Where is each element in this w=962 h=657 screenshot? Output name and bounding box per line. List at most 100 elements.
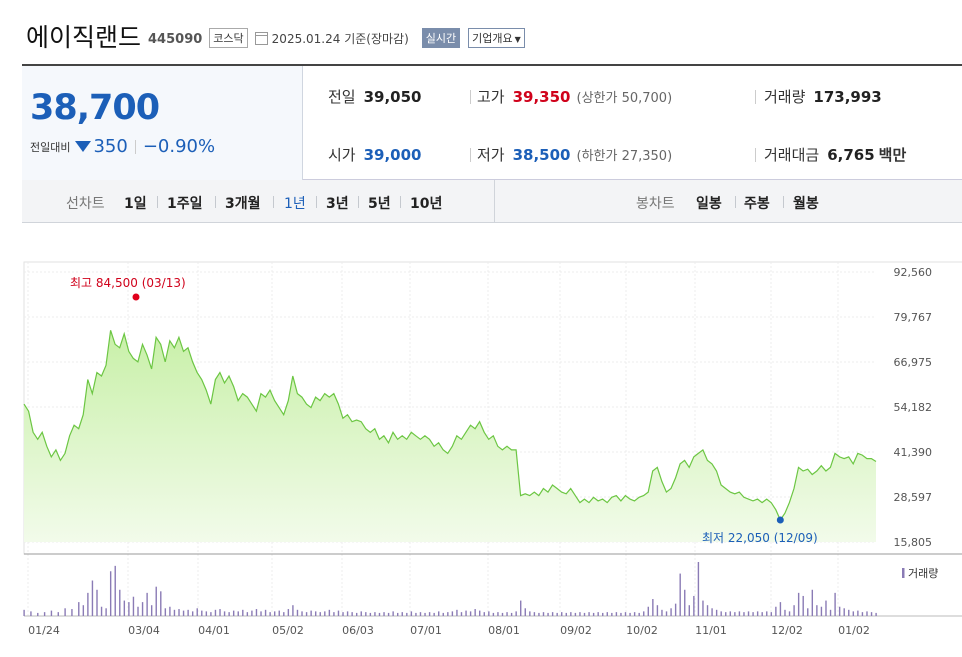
volume-bar [105,608,107,616]
candle-monthly[interactable]: 월봉 [793,196,819,212]
volume-bar [861,612,864,616]
period-1d[interactable]: 1일 [124,196,147,212]
period-5y[interactable]: 5년 [368,196,391,212]
volume-bar [260,611,262,616]
period-1y[interactable]: 1년 [284,196,306,212]
volume-bar [310,610,312,616]
divider [735,196,736,208]
divider [157,196,158,208]
candle-weekly[interactable]: 주봉 [744,196,770,212]
high-cell: 고가 39,350 (상한가 50,700) [477,86,672,107]
volume-bar [433,612,435,616]
volume-bar [182,610,185,616]
volume-bar [838,606,841,616]
y-tick-label: 28,597 [894,491,933,504]
volume-bar [342,612,344,616]
volume-bar [820,606,823,616]
company-overview-button[interactable]: 기업개요 ▼ [468,28,525,48]
down-arrow-icon [75,141,92,152]
x-tick-label: 11/01 [695,624,727,637]
volume-bar [620,612,622,616]
volume-bar [779,602,782,616]
x-tick-label: 12/02 [771,624,803,637]
candle-daily[interactable]: 일봉 [696,196,722,212]
volume-bar [606,612,608,616]
volume-bar [756,611,759,616]
volume-bar [169,606,171,616]
period-3m[interactable]: 3개월 [225,196,261,212]
volume-bar [825,600,827,616]
volume-bar [588,612,590,616]
volume-bar [551,612,554,616]
volume-bar [246,612,249,616]
volume-bar [447,612,449,616]
volume-bar [570,612,572,616]
volume-bar [542,612,545,616]
volume-bar [87,592,89,616]
volume-bar [410,611,413,616]
volume-bar [857,610,859,616]
prev-close-label: 전일 [328,88,356,106]
volume-bar [807,608,809,616]
volume-bar [720,611,722,616]
volume-bar [729,611,732,616]
divider [316,196,317,208]
volume-bar [128,602,130,616]
realtime-button[interactable]: 실시간 [421,28,461,48]
volume-bar [515,611,517,616]
volume-bar [369,612,372,616]
price-chart[interactable]: 92,560 79,767 66,975 54,182 41,390 28,597 15,8… [0,250,962,650]
volume-bar [488,611,490,616]
volume-bar [597,612,599,616]
low-cell: 저가 38,500 (하한가 27,350) [477,144,672,165]
x-tick-label: 08/01 [488,624,520,637]
x-tick-label: 03/04 [128,624,160,637]
volume-bar [137,606,139,616]
divider [783,196,784,208]
stock-code: 445090 [148,31,203,47]
volume-bar [57,612,59,616]
volume-bar [351,612,353,616]
open-value: 39,000 [363,145,422,164]
volume-bar [479,610,481,616]
period-3y[interactable]: 3년 [326,196,349,212]
volume-bar [23,609,25,616]
volume-bar [132,596,135,616]
volume-bar [438,611,440,616]
volume-bar [251,610,253,616]
period-10y[interactable]: 10년 [410,196,443,212]
amount-label: 거래대금 [764,146,820,164]
volume-bar [219,609,221,616]
high-label: 고가 [477,88,505,106]
volume-bar [360,611,362,616]
volume-bar [547,612,549,616]
divider [215,196,216,208]
volume-bar [684,589,686,616]
y-tick-label: 92,560 [894,266,933,279]
volume-bar [43,612,46,616]
volume-bar [223,611,226,616]
volume-bar [146,592,148,616]
x-axis-labels: 01/24 03/04 04/01 05/02 06/03 07/01 08/01 09/02… [28,624,870,637]
high-marker [132,293,140,301]
divider [400,196,401,208]
volume-bar [78,602,80,616]
stock-title-row: 에이직랜드 445090 코스닥 2025.01.24 기준(장마감) 실시간 … [26,16,525,56]
volume-bar [71,609,73,616]
period-1w[interactable]: 1주일 [167,196,203,212]
x-tick-label: 01/02 [838,624,870,637]
volume-bar [278,610,280,616]
volume-bar [150,605,153,616]
price-line [23,330,877,522]
volume-cell: 거래량 173,993 [764,86,882,107]
volume-bar [164,608,167,616]
volume-bar [711,608,713,616]
volume-bar [788,611,791,616]
volume-bar [187,609,189,616]
volume-bar [428,612,431,616]
divider [470,148,471,162]
volume-bars: 거래량 [23,562,938,616]
volume-bar [96,589,98,616]
prev-close-value: 39,050 [363,87,422,106]
volume-bar [305,612,308,616]
